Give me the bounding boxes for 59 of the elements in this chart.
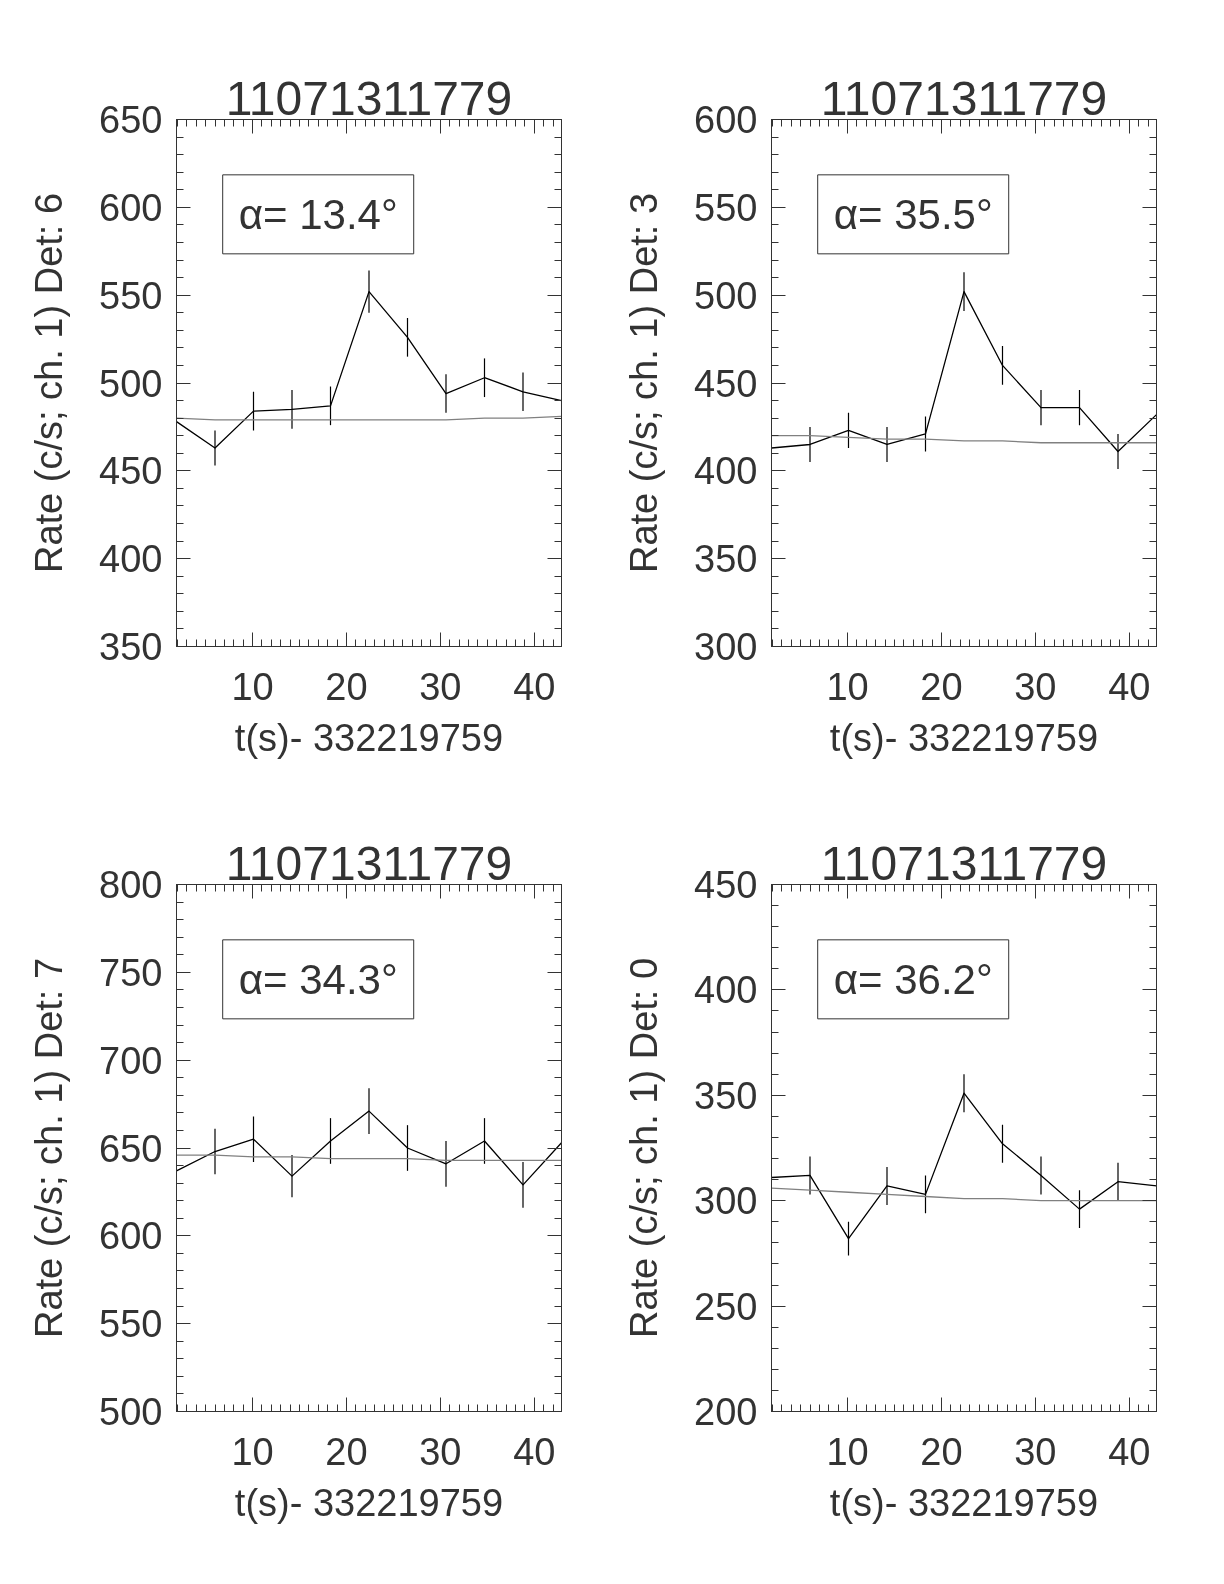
annotation: α= 34.3° xyxy=(238,955,398,1003)
x-tick-label: 20 xyxy=(325,665,368,708)
annotation: α= 13.4° xyxy=(238,190,398,238)
x-tick-label: 40 xyxy=(1108,1430,1151,1473)
annotation: α= 36.2° xyxy=(833,955,993,1003)
y-tick-label: 300 xyxy=(694,1180,758,1223)
y-tick-label: 800 xyxy=(99,864,163,906)
x-tick-label: 40 xyxy=(513,665,556,708)
y-tick-label: 400 xyxy=(694,969,758,1012)
y-tick-label: 300 xyxy=(694,626,758,668)
y-tick-label: 250 xyxy=(694,1285,758,1328)
y-axis-title: Rate (c/s; ch. 1) Det: 3 xyxy=(623,192,666,574)
x-tick-label: 10 xyxy=(231,665,274,708)
chart-title: 11071311779 xyxy=(225,71,513,125)
x-tick-label: 10 xyxy=(826,665,869,708)
x-tick-label: 30 xyxy=(419,1430,462,1473)
chart-title: 11071311779 xyxy=(820,836,1108,890)
y-tick-label: 500 xyxy=(99,1391,163,1433)
y-tick-label: 350 xyxy=(99,626,163,668)
y-tick-label: 350 xyxy=(694,1074,758,1117)
y-axis-title: Rate (c/s; ch. 1) Det: 0 xyxy=(623,957,666,1339)
y-tick-label: 350 xyxy=(694,538,758,581)
y-tick-label: 600 xyxy=(694,99,758,141)
y-tick-label: 750 xyxy=(99,951,163,994)
x-tick-label: 20 xyxy=(920,1430,963,1473)
y-axis-title: Rate (c/s; ch. 1) Det: 6 xyxy=(28,192,71,574)
x-axis-title: t(s)- 332219759 xyxy=(234,716,504,759)
y-tick-label: 550 xyxy=(99,1303,163,1346)
x-tick-label: 20 xyxy=(920,665,963,708)
x-tick-label: 40 xyxy=(513,1430,556,1473)
x-tick-label: 10 xyxy=(231,1430,274,1473)
x-tick-label: 30 xyxy=(1014,665,1057,708)
y-tick-label: 700 xyxy=(99,1039,163,1082)
y-tick-label: 450 xyxy=(694,362,758,405)
x-axis-title: t(s)- 332219759 xyxy=(234,1481,504,1524)
y-tick-label: 550 xyxy=(99,274,163,317)
x-tick-label: 10 xyxy=(826,1430,869,1473)
chart-title: 11071311779 xyxy=(225,836,513,890)
y-axis-title: Rate (c/s; ch. 1) Det: 7 xyxy=(28,957,71,1339)
y-tick-label: 650 xyxy=(99,1127,163,1170)
y-tick-label: 500 xyxy=(694,274,758,317)
y-tick-label: 650 xyxy=(99,99,163,141)
x-tick-label: 30 xyxy=(419,665,462,708)
y-tick-label: 400 xyxy=(694,450,758,493)
annotation: α= 35.5° xyxy=(833,190,993,238)
y-tick-label: 550 xyxy=(694,186,758,229)
x-tick-label: 30 xyxy=(1014,1430,1057,1473)
y-tick-label: 400 xyxy=(99,538,163,581)
y-tick-label: 600 xyxy=(99,1215,163,1258)
x-tick-label: 20 xyxy=(325,1430,368,1473)
x-tick-label: 40 xyxy=(1108,665,1151,708)
y-tick-label: 450 xyxy=(694,864,758,906)
y-tick-label: 200 xyxy=(694,1391,758,1433)
x-axis-title: t(s)- 332219759 xyxy=(829,716,1099,759)
y-tick-label: 500 xyxy=(99,362,163,405)
y-tick-label: 450 xyxy=(99,450,163,493)
y-tick-label: 600 xyxy=(99,186,163,229)
x-axis-title: t(s)- 332219759 xyxy=(829,1481,1099,1524)
chart-title: 11071311779 xyxy=(820,71,1108,125)
